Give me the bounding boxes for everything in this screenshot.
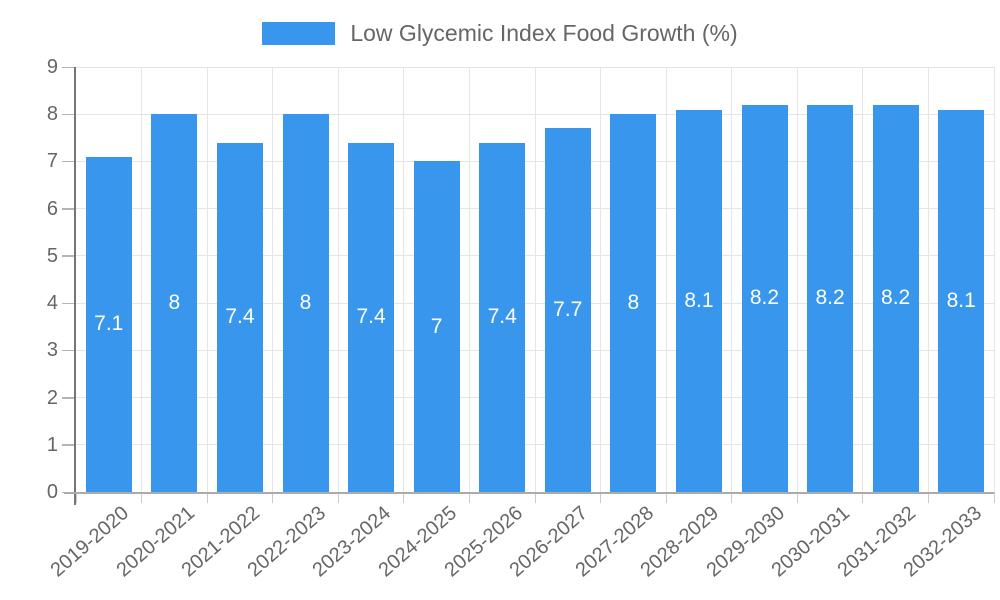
bar — [807, 104, 854, 492]
x-gridline — [468, 67, 470, 492]
bar — [544, 128, 591, 492]
x-tick-mark — [206, 492, 208, 503]
bar — [413, 161, 460, 492]
bar-value-label: 8.2 — [815, 286, 845, 310]
chart-legend: Low Glycemic Index Food Growth (%) — [0, 21, 1000, 45]
x-tick-mark — [141, 492, 143, 503]
x-tick-mark — [75, 492, 77, 503]
x-gridline — [927, 67, 929, 492]
x-gridline — [993, 67, 995, 492]
bar-value-label: 8 — [299, 291, 312, 315]
x-tick-mark — [862, 492, 864, 503]
bar — [610, 114, 657, 492]
bar-value-label: 7.4 — [487, 305, 517, 329]
bar — [216, 142, 263, 492]
bar-value-label: 8.2 — [749, 286, 780, 310]
bar-value-label: 8.1 — [946, 288, 976, 312]
bar — [938, 109, 985, 492]
y-tick-mark — [62, 255, 76, 257]
bar-value-label: 7 — [430, 314, 443, 338]
x-tick-mark — [468, 492, 470, 503]
x-tick-mark — [534, 492, 536, 503]
y-tick-mark — [62, 397, 76, 399]
bar-value-label: 8.2 — [881, 286, 911, 310]
x-tick-mark — [665, 492, 667, 503]
x-tick-mark — [927, 492, 929, 503]
y-tick-mark — [62, 349, 76, 352]
y-tick-mark — [62, 444, 76, 446]
bar-value-label: 8 — [627, 291, 640, 315]
x-tick-mark — [600, 492, 602, 503]
y-axis-tick-label: 1 — [46, 433, 58, 456]
bar — [872, 104, 919, 492]
y-axis-tick-label: 9 — [46, 56, 58, 78]
y-axis-line — [74, 67, 76, 505]
bar-value-label: 7.4 — [225, 305, 255, 329]
x-gridline — [272, 67, 274, 492]
legend-color-swatch-icon — [262, 21, 336, 45]
legend-item[interactable]: Low Glycemic Index Food Growth (%) — [262, 20, 738, 46]
y-axis-tick-label: 6 — [46, 197, 58, 220]
y-tick-mark — [62, 66, 76, 68]
x-gridline — [337, 67, 339, 492]
bar-value-label: 8 — [168, 291, 181, 315]
bar — [741, 104, 788, 492]
y-axis-tick-label: 4 — [46, 292, 58, 315]
x-gridline — [796, 67, 798, 492]
y-tick-mark — [62, 302, 76, 305]
x-tick-mark — [993, 492, 995, 503]
bar — [282, 114, 329, 492]
x-gridline — [665, 67, 667, 492]
bar — [675, 109, 722, 492]
y-axis-tick-label: 5 — [46, 244, 58, 267]
bar — [348, 142, 395, 492]
x-gridline — [862, 67, 864, 492]
x-tick-mark — [731, 492, 733, 503]
x-gridline — [600, 67, 602, 492]
x-tick-mark — [272, 492, 274, 503]
x-gridline — [534, 67, 536, 492]
y-tick-mark — [62, 160, 76, 163]
bar — [85, 156, 132, 492]
x-axis-line — [64, 492, 994, 494]
y-axis-tick-label: 8 — [46, 103, 58, 126]
y-axis-tick-label: 0 — [46, 481, 58, 503]
bar — [151, 114, 198, 492]
x-tick-mark — [796, 492, 798, 503]
bar-value-label: 7.7 — [553, 298, 583, 322]
x-tick-mark — [337, 492, 339, 503]
x-gridline — [141, 67, 143, 492]
bar-value-label: 7.1 — [94, 312, 124, 336]
x-gridline — [206, 67, 208, 492]
y-tick-mark — [62, 113, 76, 116]
y-axis-tick-label: 2 — [46, 386, 58, 409]
bar — [479, 142, 526, 492]
x-gridline — [731, 67, 733, 492]
x-tick-mark — [403, 492, 405, 503]
y-axis-tick-label: 7 — [46, 150, 58, 173]
y-axis-tick-label: 3 — [46, 339, 58, 362]
bar-value-label: 8.1 — [684, 288, 714, 312]
legend-label: Low Glycemic Index Food Growth (%) — [350, 20, 738, 46]
y-tick-mark — [62, 208, 76, 210]
bar-value-label: 7.4 — [356, 305, 386, 329]
x-gridline — [403, 67, 405, 492]
